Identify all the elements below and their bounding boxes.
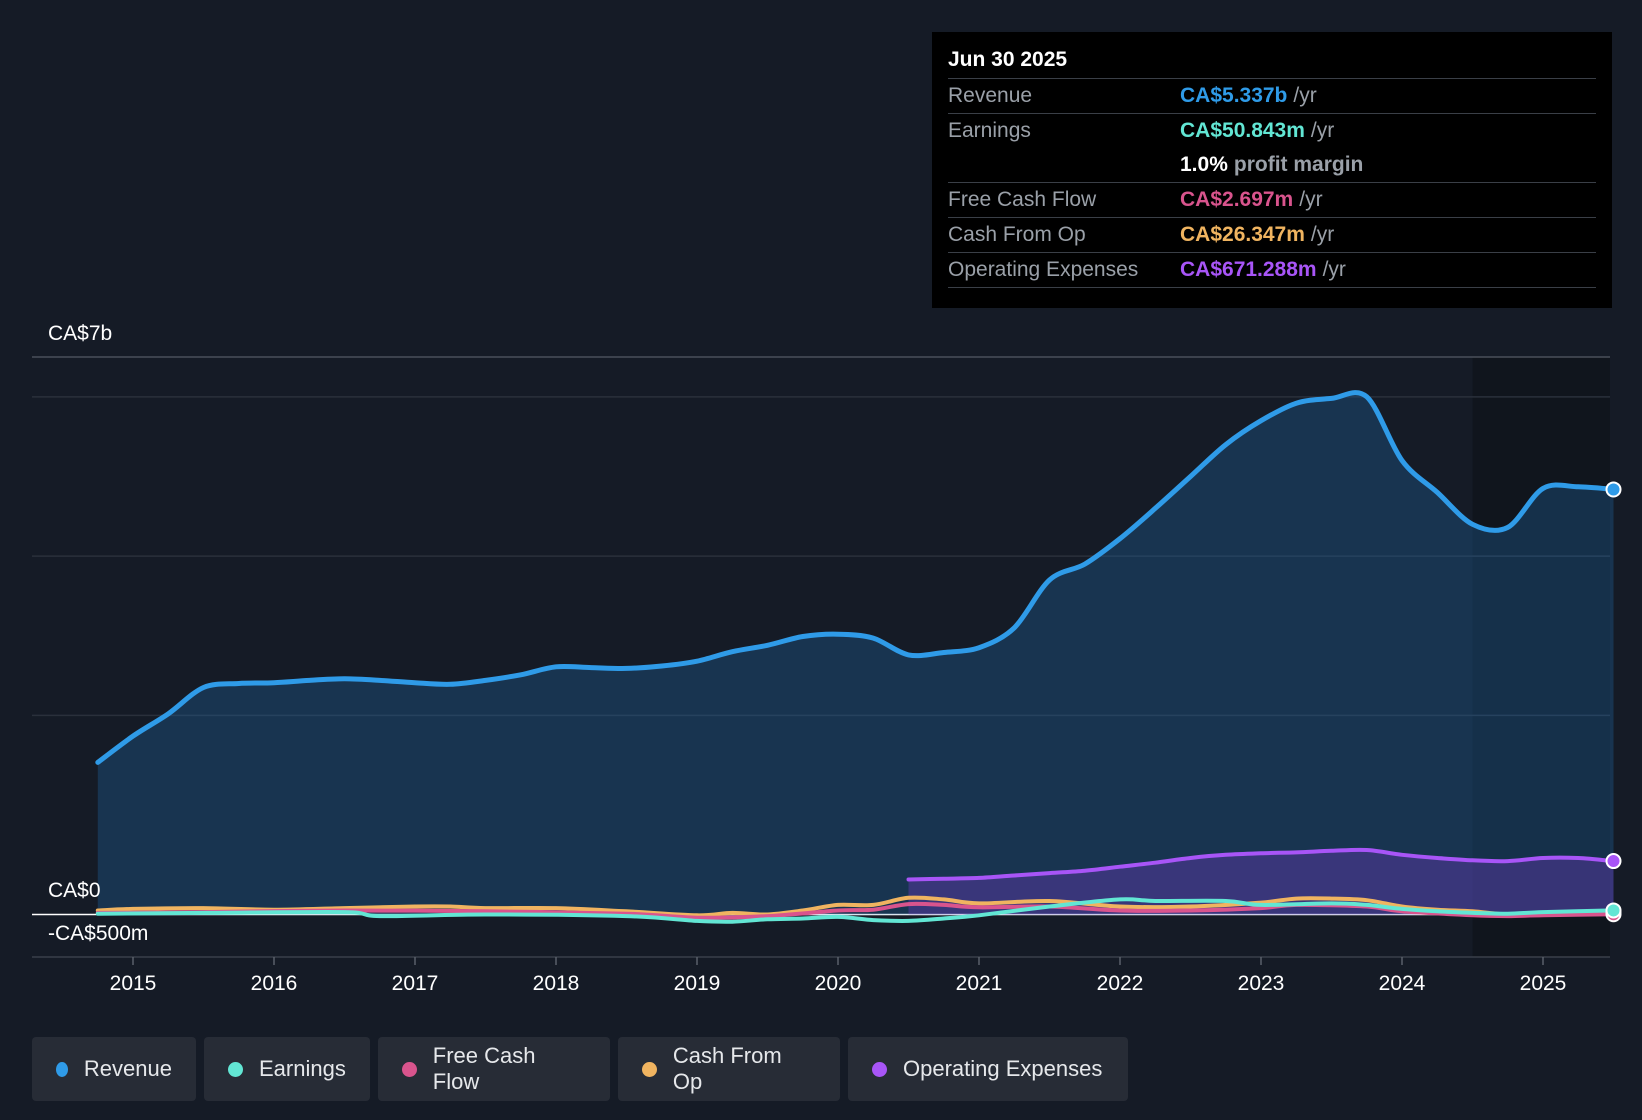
- earnings-endpoint: [1605, 902, 1622, 919]
- tooltip-row-fcf: Free Cash Flow CA$2.697m /yr: [948, 183, 1596, 218]
- legend-label: Cash From Op: [672, 1043, 782, 1094]
- legend-item-free-cash-flow[interactable]: Free Cash Flow: [378, 1037, 610, 1101]
- x-tick-label: 2022: [1097, 972, 1144, 995]
- tooltip-row-margin: 1.0% profit margin: [948, 148, 1596, 183]
- series-lines: [95, 390, 1616, 924]
- tooltip-label: Earnings: [948, 119, 1031, 142]
- cash-from-op-line: [95, 895, 1616, 918]
- tooltip-row-earnings: Earnings CA$50.843m /yr: [948, 114, 1596, 148]
- legend-label: Earnings: [259, 1056, 346, 1081]
- x-tick-label: 2018: [533, 972, 580, 995]
- tooltip-unit: /yr: [1310, 223, 1335, 246]
- tooltip-label: [948, 148, 1180, 182]
- y-label-zero: CA$0: [48, 879, 101, 902]
- x-tick-label: 2021: [956, 972, 1003, 995]
- series-endpoints: [1605, 481, 1622, 923]
- tooltip-value: CA$50.843m: [1180, 119, 1305, 142]
- legend-label: Revenue: [83, 1056, 172, 1081]
- x-tick-label: 2016: [251, 972, 298, 995]
- tooltip-row-opex: Operating Expenses CA$671.288m /yr: [948, 253, 1596, 288]
- tooltip-value: CA$5.337b: [1180, 84, 1288, 107]
- legend-label: Free Cash Flow: [432, 1043, 536, 1094]
- x-tick-label: 2024: [1379, 972, 1426, 995]
- tooltip-value: 1.0%: [1180, 153, 1228, 176]
- tooltip-row-cfo: Cash From Op CA$26.347m /yr: [948, 218, 1596, 253]
- revenue-area: [97, 392, 1614, 915]
- tooltip-row-revenue: Revenue CA$5.337b /yr: [948, 79, 1596, 114]
- tooltip-unit: /yr: [1310, 119, 1335, 142]
- gridlines: [32, 356, 1610, 958]
- x-axis: 2015 2016 2017 2018 2019 2020 2021 2022 2023 2024…: [110, 957, 1567, 995]
- tooltip-value: CA$2.697m: [1180, 188, 1294, 211]
- legend-dot-icon: [56, 1061, 68, 1077]
- x-tick-label: 2017: [392, 972, 439, 995]
- legend-item-operating-expenses[interactable]: Operating Expenses: [848, 1037, 1128, 1101]
- tooltip-value: CA$671.288m: [1180, 258, 1317, 281]
- legend-item-revenue[interactable]: Revenue: [32, 1037, 196, 1101]
- earnings-line: [95, 897, 1616, 924]
- legend-dot-icon: [228, 1061, 243, 1077]
- tooltip-label: Operating Expenses: [948, 258, 1139, 281]
- x-tick-label: 2025: [1520, 972, 1567, 995]
- tooltip-date: Jun 30 2025: [948, 46, 1596, 79]
- revenue-endpoint: [1605, 481, 1622, 498]
- legend-dot-icon: [872, 1061, 887, 1077]
- operating-expenses-line: [906, 847, 1616, 882]
- x-tick-label: 2019: [674, 972, 721, 995]
- tooltip-unit: /yr: [1322, 258, 1346, 281]
- tooltip-label: Cash From Op: [948, 223, 1086, 246]
- free-cash-flow-line: [95, 901, 1616, 920]
- x-tick-label: 2020: [815, 972, 862, 995]
- x-tick-label: 2023: [1238, 972, 1285, 995]
- y-label-bottom: -CA$500m: [48, 922, 148, 945]
- tooltip-value: CA$26.347m: [1180, 223, 1305, 246]
- legend-item-cash-from-op[interactable]: Cash From Op: [618, 1037, 840, 1101]
- tooltip-unit: /yr: [1293, 84, 1317, 107]
- legend-dot-icon: [402, 1061, 417, 1077]
- tooltip: Jun 30 2025 Revenue CA$5.337b /yr Earnin…: [932, 32, 1612, 308]
- series-areas: [97, 392, 1614, 915]
- tooltip-unit: profit margin: [1233, 153, 1364, 176]
- operating-expenses-area: [908, 849, 1614, 915]
- operating-expenses-endpoint: [1605, 853, 1622, 870]
- y-label-top: CA$7b: [48, 322, 112, 345]
- tooltip-label: Free Cash Flow: [948, 188, 1097, 211]
- legend-item-earnings[interactable]: Earnings: [204, 1037, 370, 1101]
- x-tick-label: 2015: [110, 972, 157, 995]
- legend-label: Operating Expenses: [903, 1056, 1103, 1081]
- tooltip-unit: /yr: [1299, 188, 1323, 211]
- revenue-line: [95, 390, 1616, 765]
- legend-dot-icon: [642, 1061, 657, 1077]
- tooltip-label: Revenue: [948, 84, 1033, 107]
